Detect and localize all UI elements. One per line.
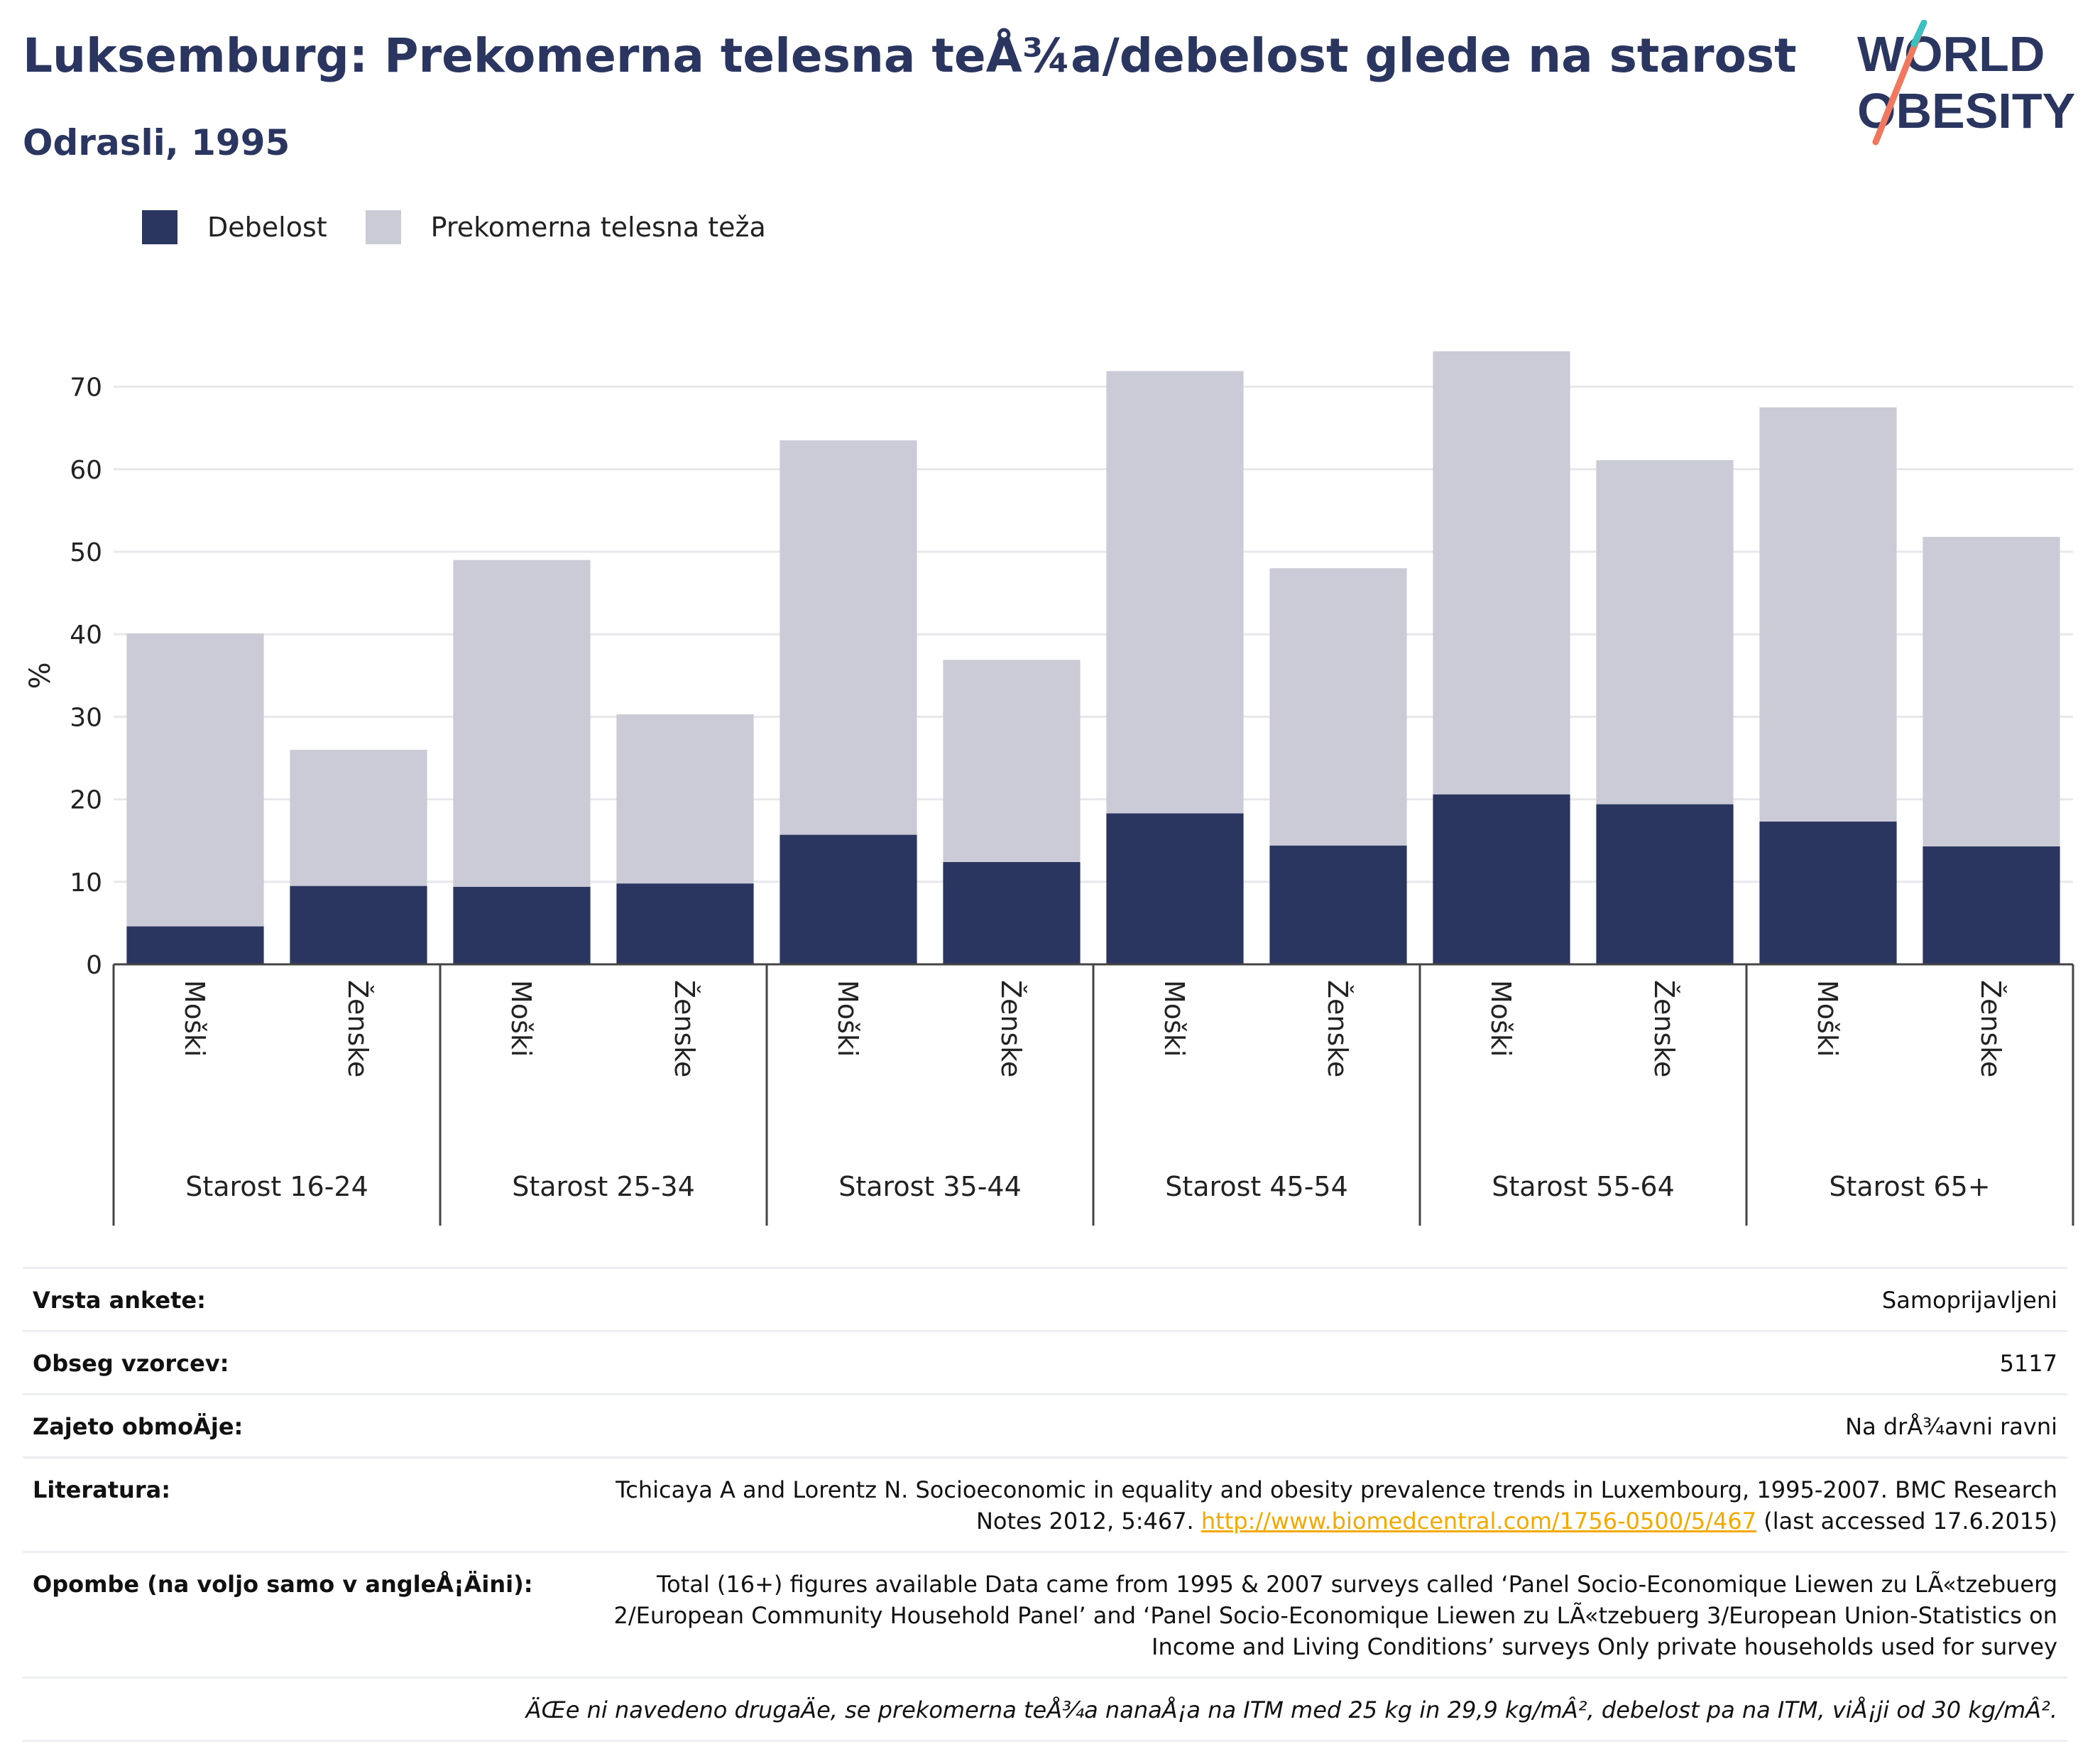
info-label-survey-type: Vrsta ankete: bbox=[33, 1287, 206, 1314]
info-row-notes: Opombe (na voljo samo v angleÅ¡Äini): To… bbox=[23, 1551, 2067, 1677]
info-label-literature: Literatura: bbox=[33, 1476, 170, 1503]
legend-swatch-overweight bbox=[365, 210, 401, 244]
info-divider bbox=[23, 1740, 2067, 1742]
info-row-area: Zajeto obmoÄje: Na drÅ¾avni ravni bbox=[23, 1393, 2067, 1456]
legend-label-obesity: Debelost bbox=[207, 212, 327, 243]
bar-overweight bbox=[780, 440, 917, 835]
info-label-notes: Opombe (na voljo samo v angleÅ¡Äini): bbox=[33, 1571, 533, 1598]
info-value-literature: Tchicaya A and Lorentz N. Socioeconomic … bbox=[552, 1474, 2057, 1537]
category-label: Moški bbox=[505, 980, 537, 1057]
chart-title: Luksemburg: Prekomerna telesna teÅ¾a/deb… bbox=[23, 28, 1797, 83]
bar-chart: 0 10 20 30 40 50 60 70% Moški Ženske Moški Ženske Mo… bbox=[24, 351, 2074, 1226]
info-row-footnote: ÄŒe ni navedeno drugaÄe, se prekomerna t… bbox=[23, 1677, 2067, 1740]
literature-accessed: (last accessed 17.6.2015) bbox=[1763, 1508, 2057, 1535]
bar-overweight bbox=[616, 714, 754, 884]
group-label: Starost 16-24 bbox=[185, 1171, 368, 1202]
y-tick-label: 30 bbox=[70, 703, 102, 732]
info-footnote: ÄŒe ni navedeno drugaÄe, se prekomerna t… bbox=[525, 1696, 2057, 1723]
chart-subtitle: Odrasli, 1995 bbox=[23, 122, 290, 163]
group-label: Starost 65+ bbox=[1829, 1171, 1990, 1202]
group-label: Starost 55-64 bbox=[1492, 1171, 1675, 1202]
bar-obesity bbox=[1596, 804, 1734, 964]
bar-overweight bbox=[1923, 537, 2060, 846]
legend: Debelost Prekomerna telesna teža bbox=[142, 210, 804, 244]
bar-obesity bbox=[1106, 813, 1244, 964]
bar-obesity bbox=[126, 926, 264, 964]
legend-swatch-obesity bbox=[142, 210, 177, 244]
bar-overweight bbox=[943, 660, 1081, 862]
legend-item-obesity[interactable]: Debelost bbox=[142, 210, 327, 244]
category-label: Ženske bbox=[342, 980, 373, 1077]
group-label: Starost 35-44 bbox=[838, 1171, 1022, 1202]
y-tick-label: 40 bbox=[70, 621, 102, 650]
y-tick-label: 0 bbox=[86, 951, 102, 980]
group-label: Starost 45-54 bbox=[1165, 1171, 1348, 1202]
bar-overweight bbox=[1433, 351, 1570, 795]
y-tick-label: 10 bbox=[70, 868, 102, 898]
category-label: Moški bbox=[179, 980, 210, 1057]
bar-obesity bbox=[1269, 845, 1407, 964]
literature-text: Tchicaya A and Lorentz N. Socioeconomic … bbox=[616, 1476, 2057, 1535]
info-table: Vrsta ankete: Samoprijavljeni Obseg vzor… bbox=[23, 1267, 2067, 1742]
y-axis-label: % bbox=[24, 662, 57, 689]
info-value-area: Na drÅ¾avni ravni bbox=[1845, 1413, 2057, 1440]
info-value-notes: Total (16+) figures available Data came … bbox=[613, 1571, 2058, 1660]
world-obesity-logo: WORLD OBESITY bbox=[1857, 20, 2075, 146]
category-label: Moški bbox=[1159, 980, 1190, 1057]
info-value-survey-type: Samoprijavljeni bbox=[1881, 1287, 2057, 1314]
y-tick-label: 50 bbox=[70, 538, 102, 567]
category-label: Ženske bbox=[1322, 980, 1353, 1077]
category-label: Moški bbox=[832, 980, 863, 1057]
y-tick-label: 20 bbox=[70, 786, 102, 815]
bar-overweight bbox=[1106, 371, 1244, 814]
bar-obesity bbox=[780, 834, 917, 964]
info-row-sample: Obseg vzorcev: 5117 bbox=[23, 1330, 2067, 1393]
info-label-area: Zajeto obmoÄje: bbox=[33, 1413, 244, 1440]
category-label: Ženske bbox=[995, 980, 1027, 1077]
bar-overweight bbox=[1269, 568, 1407, 846]
bar-obesity bbox=[453, 886, 591, 964]
bar-obesity bbox=[1923, 846, 2060, 964]
info-row-survey-type: Vrsta ankete: Samoprijavljeni bbox=[23, 1267, 2067, 1330]
info-row-literature: Literatura: Tchicaya A and Lorentz N. So… bbox=[23, 1456, 2067, 1551]
bar-overweight bbox=[1759, 407, 1897, 822]
category-label: Ženske bbox=[1648, 980, 1680, 1077]
category-label: Ženske bbox=[669, 980, 700, 1077]
bar-overweight bbox=[1596, 460, 1734, 805]
legend-label-overweight: Prekomerna telesna teža bbox=[430, 212, 766, 243]
bar-obesity bbox=[1759, 821, 1897, 964]
bar-obesity bbox=[1433, 794, 1570, 964]
y-tick-label: 70 bbox=[70, 374, 102, 403]
category-label: Moški bbox=[1485, 980, 1516, 1057]
literature-link[interactable]: http://www.biomedcentral.com/1756-0500/5… bbox=[1201, 1508, 1757, 1535]
bar-obesity bbox=[943, 861, 1081, 964]
info-value-sample: 5117 bbox=[1999, 1350, 2057, 1377]
category-label: Ženske bbox=[1975, 980, 2006, 1077]
legend-item-overweight[interactable]: Prekomerna telesna teža bbox=[365, 210, 766, 244]
logo-slash-teal bbox=[1910, 20, 1927, 48]
bar-obesity bbox=[290, 886, 427, 964]
group-label: Starost 25-34 bbox=[512, 1171, 695, 1202]
bar-obesity bbox=[616, 883, 754, 964]
logo-line-1: WORLD bbox=[1857, 26, 2045, 82]
y-tick-label: 60 bbox=[70, 456, 102, 485]
bar-overweight bbox=[290, 749, 427, 886]
bar-overweight bbox=[453, 560, 591, 887]
category-label: Moški bbox=[1812, 980, 1843, 1057]
bar-overweight bbox=[126, 633, 264, 927]
info-label-sample: Obseg vzorcev: bbox=[33, 1350, 229, 1377]
